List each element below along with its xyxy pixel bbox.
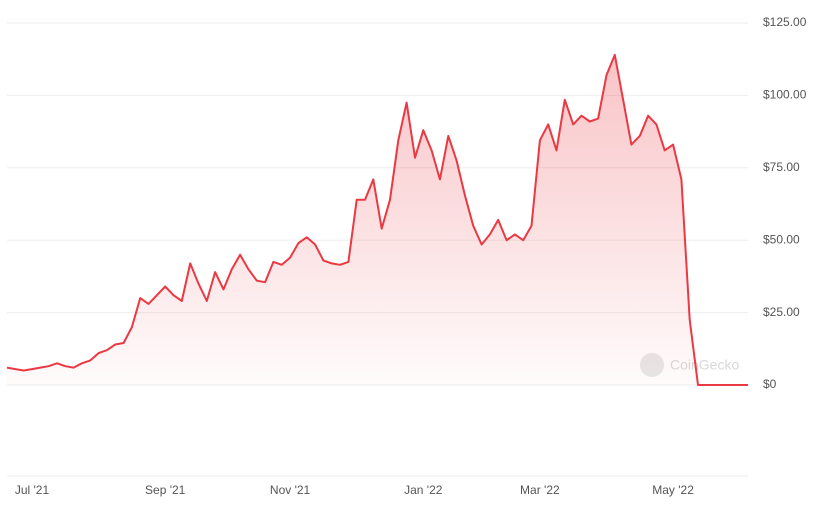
y-tick-label: $125.00 — [763, 15, 807, 29]
y-tick-label: $100.00 — [763, 88, 807, 102]
price-line — [6, 53, 748, 386]
area — [7, 54, 748, 386]
x-tick-label: Jan '22 — [404, 483, 443, 497]
x-tick-label: Sep '21 — [145, 483, 186, 497]
y-tick-label: $0 — [763, 377, 777, 391]
x-tick-label: Mar '22 — [520, 483, 560, 497]
y-tick-label: $25.00 — [763, 305, 800, 319]
x-tick-label: Nov '21 — [270, 483, 311, 497]
y-tick-label: $50.00 — [763, 232, 800, 246]
y-tick-label: $75.00 — [763, 160, 800, 174]
x-tick-label: May '22 — [652, 483, 694, 497]
x-tick-label: Jul '21 — [15, 483, 50, 497]
